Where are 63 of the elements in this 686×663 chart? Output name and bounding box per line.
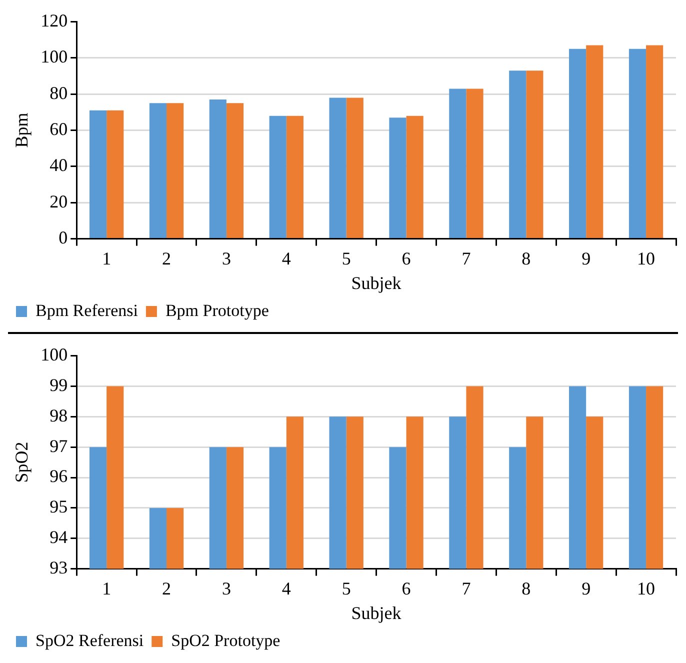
x-tick-label: 1 <box>102 248 112 268</box>
y-tick-label: 95 <box>50 496 68 517</box>
x-tick-label: 5 <box>342 578 351 598</box>
x-tick-label: 2 <box>162 578 172 598</box>
y-tick-label: 98 <box>50 405 68 426</box>
bar <box>346 98 364 238</box>
bar <box>166 103 184 238</box>
bar <box>149 103 167 238</box>
x-tick-label: 8 <box>522 248 531 268</box>
y-tick-label: 99 <box>50 374 68 395</box>
bar <box>526 70 544 238</box>
y-tick-label: 94 <box>50 527 68 548</box>
bar <box>389 118 406 238</box>
x-tick-label: 8 <box>522 578 531 598</box>
y-tick-label: 60 <box>50 119 68 140</box>
bar <box>586 45 604 238</box>
y-tick-label: 120 <box>40 10 68 31</box>
x-tick-label: 10 <box>637 248 656 268</box>
bar <box>569 48 586 238</box>
x-tick-label: 4 <box>282 248 291 268</box>
bar <box>209 100 226 238</box>
x-tick-label: 7 <box>462 578 471 598</box>
y-tick-label: 96 <box>50 466 68 486</box>
x-tick-label: 2 <box>162 248 172 268</box>
x-tick-label: 3 <box>222 248 231 268</box>
legend-label: Bpm Referensi <box>36 300 138 320</box>
y-tick-label: 100 <box>40 344 68 365</box>
y-axis-title: Bpm <box>12 112 32 148</box>
y-tick-label: 93 <box>50 558 68 578</box>
bar <box>509 70 526 238</box>
x-tick-label: 9 <box>582 248 591 268</box>
y-tick-label: 20 <box>50 191 68 212</box>
y-tick-label: 80 <box>50 82 68 103</box>
bar <box>269 116 286 238</box>
x-axis-title: Subjek <box>351 272 402 293</box>
y-axis-title: SpO2 <box>12 442 32 483</box>
x-tick-label: 4 <box>282 578 291 598</box>
legend-label: SpO2 Referensi <box>36 630 144 650</box>
bar <box>106 110 124 238</box>
legend-label: SpO2 Prototype <box>171 630 280 650</box>
y-tick-label: 97 <box>50 436 68 456</box>
y-tick-label: 40 <box>50 155 68 176</box>
x-tick-label: 5 <box>342 248 351 268</box>
x-tick-label: 9 <box>582 578 591 598</box>
bar <box>329 98 346 238</box>
bar <box>406 116 424 238</box>
bar <box>466 88 484 238</box>
x-tick-label: 1 <box>102 578 112 598</box>
bar <box>449 88 466 238</box>
x-tick-label: 10 <box>637 578 656 598</box>
y-tick-label: 100 <box>40 46 68 67</box>
y-tick-label: 0 <box>58 228 68 248</box>
bar <box>89 110 107 238</box>
bar <box>628 48 646 238</box>
x-tick-label: 7 <box>462 248 471 268</box>
bar <box>286 116 304 238</box>
x-tick-label: 6 <box>402 248 411 268</box>
x-tick-label: 3 <box>222 578 231 598</box>
x-axis-title: Subjek <box>351 602 402 623</box>
x-tick-label: 6 <box>402 578 411 598</box>
bar <box>646 45 664 238</box>
legend-label: Bpm Prototype <box>165 300 269 320</box>
bar <box>226 103 244 238</box>
